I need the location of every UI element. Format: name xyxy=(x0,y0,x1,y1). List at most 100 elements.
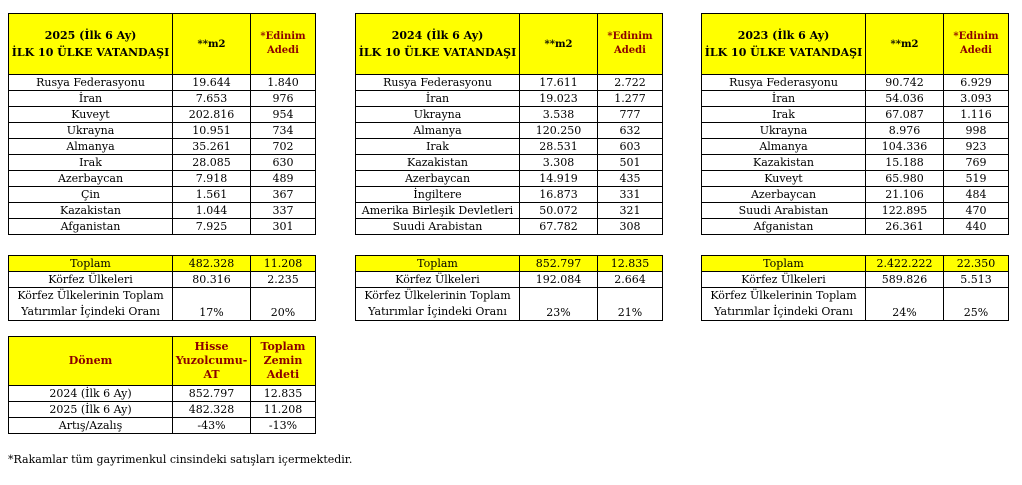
country-cell: Kuveyt xyxy=(8,106,173,123)
count-cell: 440 xyxy=(943,218,1009,235)
count-cell: 501 xyxy=(597,154,663,171)
table-row: İran 54.036 3.093 xyxy=(701,90,1009,107)
table-title-line1: 2024 (İlk 6 Ay) xyxy=(391,29,484,42)
count-cell: 1.116 xyxy=(943,106,1009,123)
comparison-table: Dönem Hisse Yuzolcumu- AT Toplam Zemin Adeti 20… xyxy=(8,336,316,434)
table-row: Rusya Federasyonu 90.742 6.929 xyxy=(701,74,1009,91)
m2-cell: 15.188 xyxy=(865,154,944,171)
table-row: Kazakistan 15.188 769 xyxy=(701,154,1009,171)
table-row: İran 19.023 1.277 xyxy=(355,90,663,107)
ratio-row: Körfez Ülkelerinin Toplam Yatırımlar İçin… xyxy=(355,287,663,321)
total-m2: 482.328 xyxy=(172,255,251,272)
m2-cell: 67.782 xyxy=(519,218,598,235)
table-header-row: 2023 (İlk 6 Ay) İLK 10 ÜLKE VATANDAŞI **m2… xyxy=(701,13,1009,75)
edinim-header-line1: *Edinim xyxy=(607,31,653,42)
total-cell: 12.835 xyxy=(250,385,316,402)
country-cell: Irak xyxy=(701,106,866,123)
count-cell: 367 xyxy=(250,186,316,203)
country-cell: Suudi Arabistan xyxy=(701,202,866,219)
period-header: Dönem xyxy=(8,336,173,386)
country-cell: Ukrayna xyxy=(701,122,866,139)
m2-column-header: **m2 xyxy=(519,13,598,75)
m2-cell: 7.925 xyxy=(172,218,251,235)
total-count: 11.208 xyxy=(250,255,316,272)
m2-cell: 19.644 xyxy=(172,74,251,91)
m2-cell: 8.976 xyxy=(865,122,944,139)
m2-cell: 104.336 xyxy=(865,138,944,155)
total-row: Toplam 852.797 12.835 xyxy=(355,255,663,272)
table-title-line1: 2023 (İlk 6 Ay) xyxy=(737,29,830,42)
country-cell: Kazakistan xyxy=(701,154,866,171)
comparison-row: 2024 (İlk 6 Ay) 852.797 12.835 xyxy=(8,385,316,402)
count-cell: 6.929 xyxy=(943,74,1009,91)
edinim-header-line2: Adedi xyxy=(614,45,646,56)
edinim-header-line2: Adedi xyxy=(960,45,992,56)
m2-cell: 1.044 xyxy=(172,202,251,219)
ratio-label: Körfez Ülkelerinin Toplam Yatırımlar İçin… xyxy=(355,287,520,321)
m2-cell: 54.036 xyxy=(865,90,944,107)
table-row: İngiltere 16.873 331 xyxy=(355,186,663,203)
country-table-2: 2023 (İlk 6 Ay) İLK 10 ÜLKE VATANDAŞI **m2… xyxy=(701,13,1009,235)
ratio-label-line1: Körfez Ülkelerinin Toplam xyxy=(364,289,511,302)
country-cell: Afganistan xyxy=(701,218,866,235)
country-cell: İngiltere xyxy=(355,186,520,203)
total-row: Toplam 2.422.222 22.350 xyxy=(701,255,1009,272)
count-cell: 519 xyxy=(943,170,1009,187)
table-row: Almanya 120.250 632 xyxy=(355,122,663,139)
gulf-count: 2.235 xyxy=(250,271,316,288)
m2-cell: 21.106 xyxy=(865,186,944,203)
count-cell: 489 xyxy=(250,170,316,187)
country-cell: İran xyxy=(701,90,866,107)
table-title-line2: İLK 10 ÜLKE VATANDAŞI xyxy=(358,46,517,59)
count-cell: 632 xyxy=(597,122,663,139)
country-cell: Suudi Arabistan xyxy=(355,218,520,235)
table-title-line2: İLK 10 ÜLKE VATANDAŞI xyxy=(11,46,170,59)
m2-cell: 28.085 xyxy=(172,154,251,171)
country-cell: İran xyxy=(8,90,173,107)
table-row: Ukrayna 10.951 734 xyxy=(8,122,316,139)
table-row: Amerika Birleşik Devletleri 50.072 321 xyxy=(355,202,663,219)
m2-cell: 50.072 xyxy=(519,202,598,219)
ratio-label-line2: Yatırımlar İçindeki Oranı xyxy=(21,305,160,318)
gulf-m2: 589.826 xyxy=(865,271,944,288)
count-cell: 308 xyxy=(597,218,663,235)
table-row: Azerbaycan 21.106 484 xyxy=(701,186,1009,203)
total-cell: 11.208 xyxy=(250,401,316,418)
count-cell: 630 xyxy=(250,154,316,171)
table-row: Ukrayna 3.538 777 xyxy=(355,106,663,123)
count-cell: 2.722 xyxy=(597,74,663,91)
ratio-label: Körfez Ülkelerinin Toplam Yatırımlar İçin… xyxy=(8,287,173,321)
country-table-1: 2024 (İlk 6 Ay) İLK 10 ÜLKE VATANDAŞI **m2… xyxy=(355,13,663,235)
m2-cell: 10.951 xyxy=(172,122,251,139)
count-cell: 321 xyxy=(597,202,663,219)
country-cell: Rusya Federasyonu xyxy=(8,74,173,91)
table-title-line1: 2025 (İlk 6 Ay) xyxy=(44,29,137,42)
table-row: Afganistan 7.925 301 xyxy=(8,218,316,235)
table-row: Kazakistan 1.044 337 xyxy=(8,202,316,219)
count-cell: 769 xyxy=(943,154,1009,171)
table-row: Irak 28.085 630 xyxy=(8,154,316,171)
table-row: Kazakistan 3.308 501 xyxy=(355,154,663,171)
country-cell: Azerbaycan xyxy=(355,170,520,187)
count-cell: 777 xyxy=(597,106,663,123)
table-row: Almanya 35.261 702 xyxy=(8,138,316,155)
share-cell: -43% xyxy=(172,417,251,434)
gulf-m2: 192.084 xyxy=(519,271,598,288)
country-cell: Rusya Federasyonu xyxy=(701,74,866,91)
m2-column-header: **m2 xyxy=(865,13,944,75)
table-row: Rusya Federasyonu 17.611 2.722 xyxy=(355,74,663,91)
country-cell: Almanya xyxy=(701,138,866,155)
table-row: Suudi Arabistan 67.782 308 xyxy=(355,218,663,235)
total-label: Toplam xyxy=(355,255,520,272)
total-header: Toplam Zemin Adeti xyxy=(250,336,316,386)
ratio-row: Körfez Ülkelerinin Toplam Yatırımlar İçin… xyxy=(701,287,1009,321)
total-count: 22.350 xyxy=(943,255,1009,272)
country-cell: Afganistan xyxy=(8,218,173,235)
share-cell: 482.328 xyxy=(172,401,251,418)
table-row: İran 7.653 976 xyxy=(8,90,316,107)
ratio-label-line2: Yatırımlar İçindeki Oranı xyxy=(368,305,507,318)
ratio-label-line2: Yatırımlar İçindeki Oranı xyxy=(714,305,853,318)
ratio-label-line1: Körfez Ülkelerinin Toplam xyxy=(17,289,164,302)
gulf-label: Körfez Ülkeleri xyxy=(8,271,173,288)
country-table-0: 2025 (İlk 6 Ay) İLK 10 ÜLKE VATANDAŞI **m2… xyxy=(8,13,316,235)
